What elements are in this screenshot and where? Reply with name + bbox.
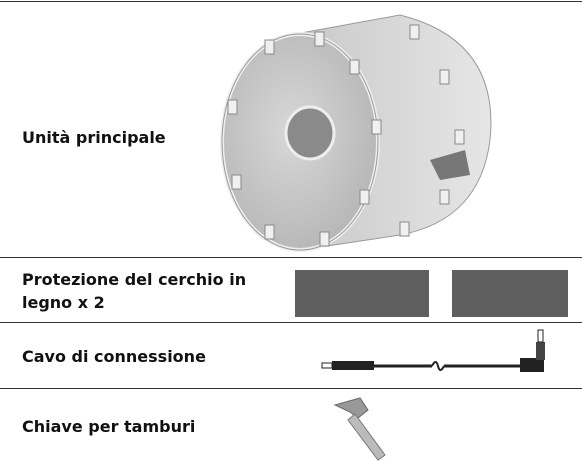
item-label: Protezione del cerchio in legno x 2: [22, 270, 247, 312]
hoop-protector: [295, 270, 429, 317]
drum-key: [333, 397, 386, 461]
row-cable: Cavo di connessione: [0, 322, 582, 388]
item-label: Cavo di connessione: [22, 347, 206, 366]
cable: [321, 329, 545, 372]
row-main-unit: Unità principale: [0, 1, 582, 257]
drum: [220, 14, 492, 252]
row-key: Chiave per tamburi: [0, 388, 582, 461]
item-label: Chiave per tamburi: [22, 417, 196, 436]
row-hoop-protector: Protezione del cerchio in legno x 2: [0, 257, 582, 322]
item-label: Unità principale: [22, 128, 166, 147]
hoop-protector: [452, 270, 568, 317]
